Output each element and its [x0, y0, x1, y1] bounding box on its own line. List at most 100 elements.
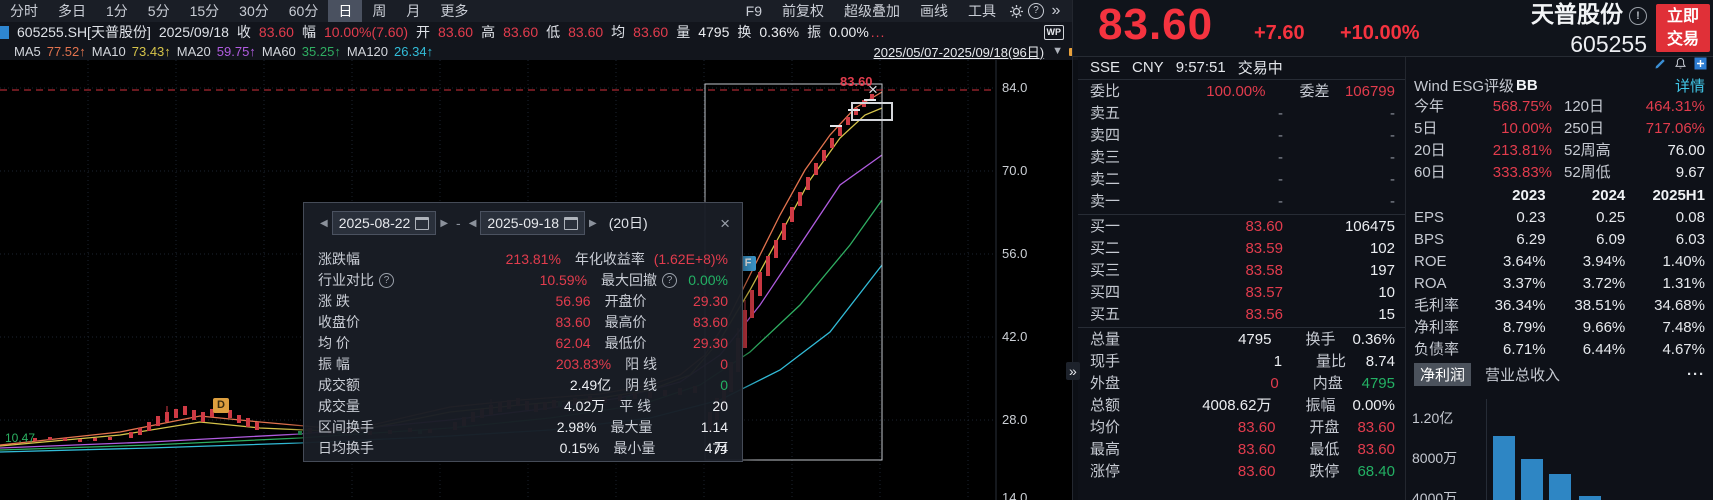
add-icon[interactable]	[1694, 57, 1707, 74]
stat-row: 总额 4008.62万 振幅 0.00%	[1090, 397, 1395, 414]
tab-15min[interactable]: 15分	[189, 3, 220, 19]
vol-value: 4795	[698, 24, 730, 40]
financial-row: 净利率 8.79% 9.66% 7.48%	[1414, 319, 1705, 336]
divider	[1405, 57, 1406, 500]
stat-row: 现手 1 量比 8.74	[1090, 353, 1395, 370]
popup-row: 涨跌幅 213.81% 年化收益率 (1.62E+8)%	[318, 251, 729, 267]
date-range-selector[interactable]: 2025/05/07-2025/09/18(96日)	[873, 44, 1045, 60]
amplitude-value: 0.00%	[829, 24, 869, 40]
ask-row[interactable]: 卖四 - -	[1090, 127, 1395, 144]
selection-close-icon[interactable]: ×	[868, 80, 878, 99]
ask-row[interactable]: 卖一 - -	[1090, 193, 1395, 210]
bid-row[interactable]: 买三 83.58 197	[1090, 262, 1395, 279]
panel-collapse-icon[interactable]: »	[1066, 362, 1080, 380]
selection-restore-icon[interactable]	[851, 102, 893, 121]
tab-1min[interactable]: 1分	[106, 3, 128, 19]
alert-bell-icon[interactable]	[1674, 57, 1687, 74]
stock-code: 605255	[1570, 31, 1647, 57]
event-marker-f[interactable]: F	[740, 256, 756, 271]
forward-adjust-button[interactable]: 前复权	[782, 3, 824, 19]
amplitude-label: 振	[807, 24, 822, 40]
help-icon[interactable]: ?	[379, 273, 394, 288]
ma5-label: MA5	[14, 43, 41, 59]
symbol-text: 605255.SH[天普股份]	[17, 24, 151, 40]
close-value: 83.60	[258, 24, 294, 40]
tab-monthly[interactable]: 月	[406, 3, 421, 19]
ask-row[interactable]: 卖二 - -	[1090, 171, 1395, 188]
edit-icon[interactable]	[1654, 57, 1667, 74]
next-date-icon[interactable]: ▶	[440, 217, 449, 229]
ma10-label: MA10	[91, 43, 126, 59]
ask-row[interactable]: 卖五 - -	[1090, 105, 1395, 122]
left-price-label: 10.47	[5, 431, 36, 445]
market-status: 交易中	[1237, 60, 1283, 77]
tools-button[interactable]: 工具	[968, 3, 996, 19]
stock-header: 83.60 +7.60 +10.00% 天普股份! 605255 立即 交易	[1072, 0, 1713, 57]
more-options-icon[interactable]: ···	[1687, 365, 1705, 383]
ask-row[interactable]: 卖三 - -	[1090, 149, 1395, 166]
bid-row[interactable]: 买一 83.60 106475	[1090, 218, 1395, 235]
bar-axis-label: 8000万	[1412, 450, 1458, 466]
info-icon[interactable]: !	[1629, 7, 1647, 25]
y-axis-label: 56.0	[1002, 246, 1028, 261]
ma60-value: 35.25↑	[301, 43, 341, 59]
help-icon[interactable]: ?	[1026, 0, 1046, 22]
calendar-icon	[564, 216, 579, 230]
end-date-picker[interactable]: 2025-09-18	[480, 211, 586, 235]
turnover-label: 换	[737, 24, 752, 40]
tab-daily-selected[interactable]: 日	[328, 0, 363, 22]
tab-net-profit[interactable]: 净利润	[1414, 362, 1472, 386]
gear-icon[interactable]	[1006, 0, 1026, 22]
detail-link[interactable]: 详情	[1674, 77, 1705, 95]
trade-date: 2025/09/18	[158, 24, 229, 40]
bid-row[interactable]: 买五 83.56 15	[1090, 306, 1395, 323]
tab-fenshi[interactable]: 分时	[10, 3, 38, 19]
wp-monitor-icon[interactable]: WP	[1043, 24, 1064, 40]
popup-row: 行业对比? 10.59% 最大回撤? 0.00%	[318, 272, 728, 288]
tab-5min[interactable]: 5分	[147, 3, 170, 19]
divider	[1072, 0, 1073, 500]
y-axis-label: 28.0	[1002, 412, 1028, 427]
popup-close-icon[interactable]: ×	[720, 213, 730, 233]
kline-chart[interactable]: 84.0 70.0 56.0 42.0 28.0 14.0 83.60 × D …	[0, 60, 1072, 500]
divider	[1072, 56, 1713, 57]
high-value: 83.60	[503, 24, 539, 40]
prev-date-icon[interactable]: ◀	[468, 217, 477, 229]
chevron-more-icon[interactable]: »	[1051, 2, 1061, 19]
bar-axis-label: 1.20亿	[1412, 410, 1454, 426]
tab-duori[interactable]: 多日	[58, 3, 86, 19]
weibi-row: 委比 100.00% 委差 106799	[1090, 83, 1395, 100]
esg-rating-row: Wind ESG评级 BB 详情	[1406, 74, 1713, 96]
event-marker-d[interactable]: D	[213, 398, 229, 413]
f9-button[interactable]: F9	[745, 3, 762, 19]
range-dropdown-icon[interactable]: ▼	[1052, 45, 1063, 57]
draw-line-button[interactable]: 画线	[920, 3, 948, 19]
bid-row[interactable]: 买四 83.57 10	[1090, 284, 1395, 301]
bid-row[interactable]: 买二 83.59 102	[1090, 240, 1395, 257]
tab-total-revenue[interactable]: 营业总收入	[1485, 366, 1561, 384]
interval-stats-popup: ◀ 2025-08-22 ▶ - ◀ 2025-09-18 ▶ (20日) × …	[303, 202, 743, 462]
ma20-value: 59.75↑	[216, 43, 256, 59]
next-date-icon[interactable]: ▶	[589, 217, 597, 229]
help-icon[interactable]: ?	[662, 273, 678, 288]
vol-label: 量	[676, 24, 691, 40]
period-toolbar: 分时 多日 1分 5分 15分 30分 60分 日 周 月 更多 F9 前复权 …	[0, 0, 1072, 22]
super-overlay-button[interactable]: 超级叠加	[844, 3, 900, 19]
order-book-panel: SSE CNY 9:57:51 交易中 委比 100.00% 委差 106799 卖…	[1078, 57, 1405, 500]
stock-name-block: 天普股份! 605255	[1531, 1, 1647, 57]
tab-30min[interactable]: 30分	[239, 3, 269, 19]
tab-60min[interactable]: 60分	[288, 3, 319, 19]
perf-row: 5日 10.00% 250日 717.06%	[1414, 120, 1705, 137]
quote-time: 9:57:51	[1175, 59, 1226, 76]
trade-now-button[interactable]: 立即 交易	[1656, 4, 1710, 52]
tab-more-periods[interactable]: 更多	[440, 3, 469, 19]
prev-date-icon[interactable]: ◀	[320, 217, 328, 229]
tab-weekly[interactable]: 周	[372, 3, 387, 19]
financial-row: ROE 3.64% 3.94% 1.40%	[1414, 253, 1705, 270]
open-value: 83.60	[438, 24, 474, 40]
y-axis-label: 42.0	[1002, 329, 1028, 344]
start-date-picker[interactable]: 2025-08-22	[331, 211, 437, 235]
bar-axis-label: 4000万	[1412, 490, 1458, 500]
popup-row: 涨 跌 56.96 开盘价 29.30	[318, 293, 728, 309]
